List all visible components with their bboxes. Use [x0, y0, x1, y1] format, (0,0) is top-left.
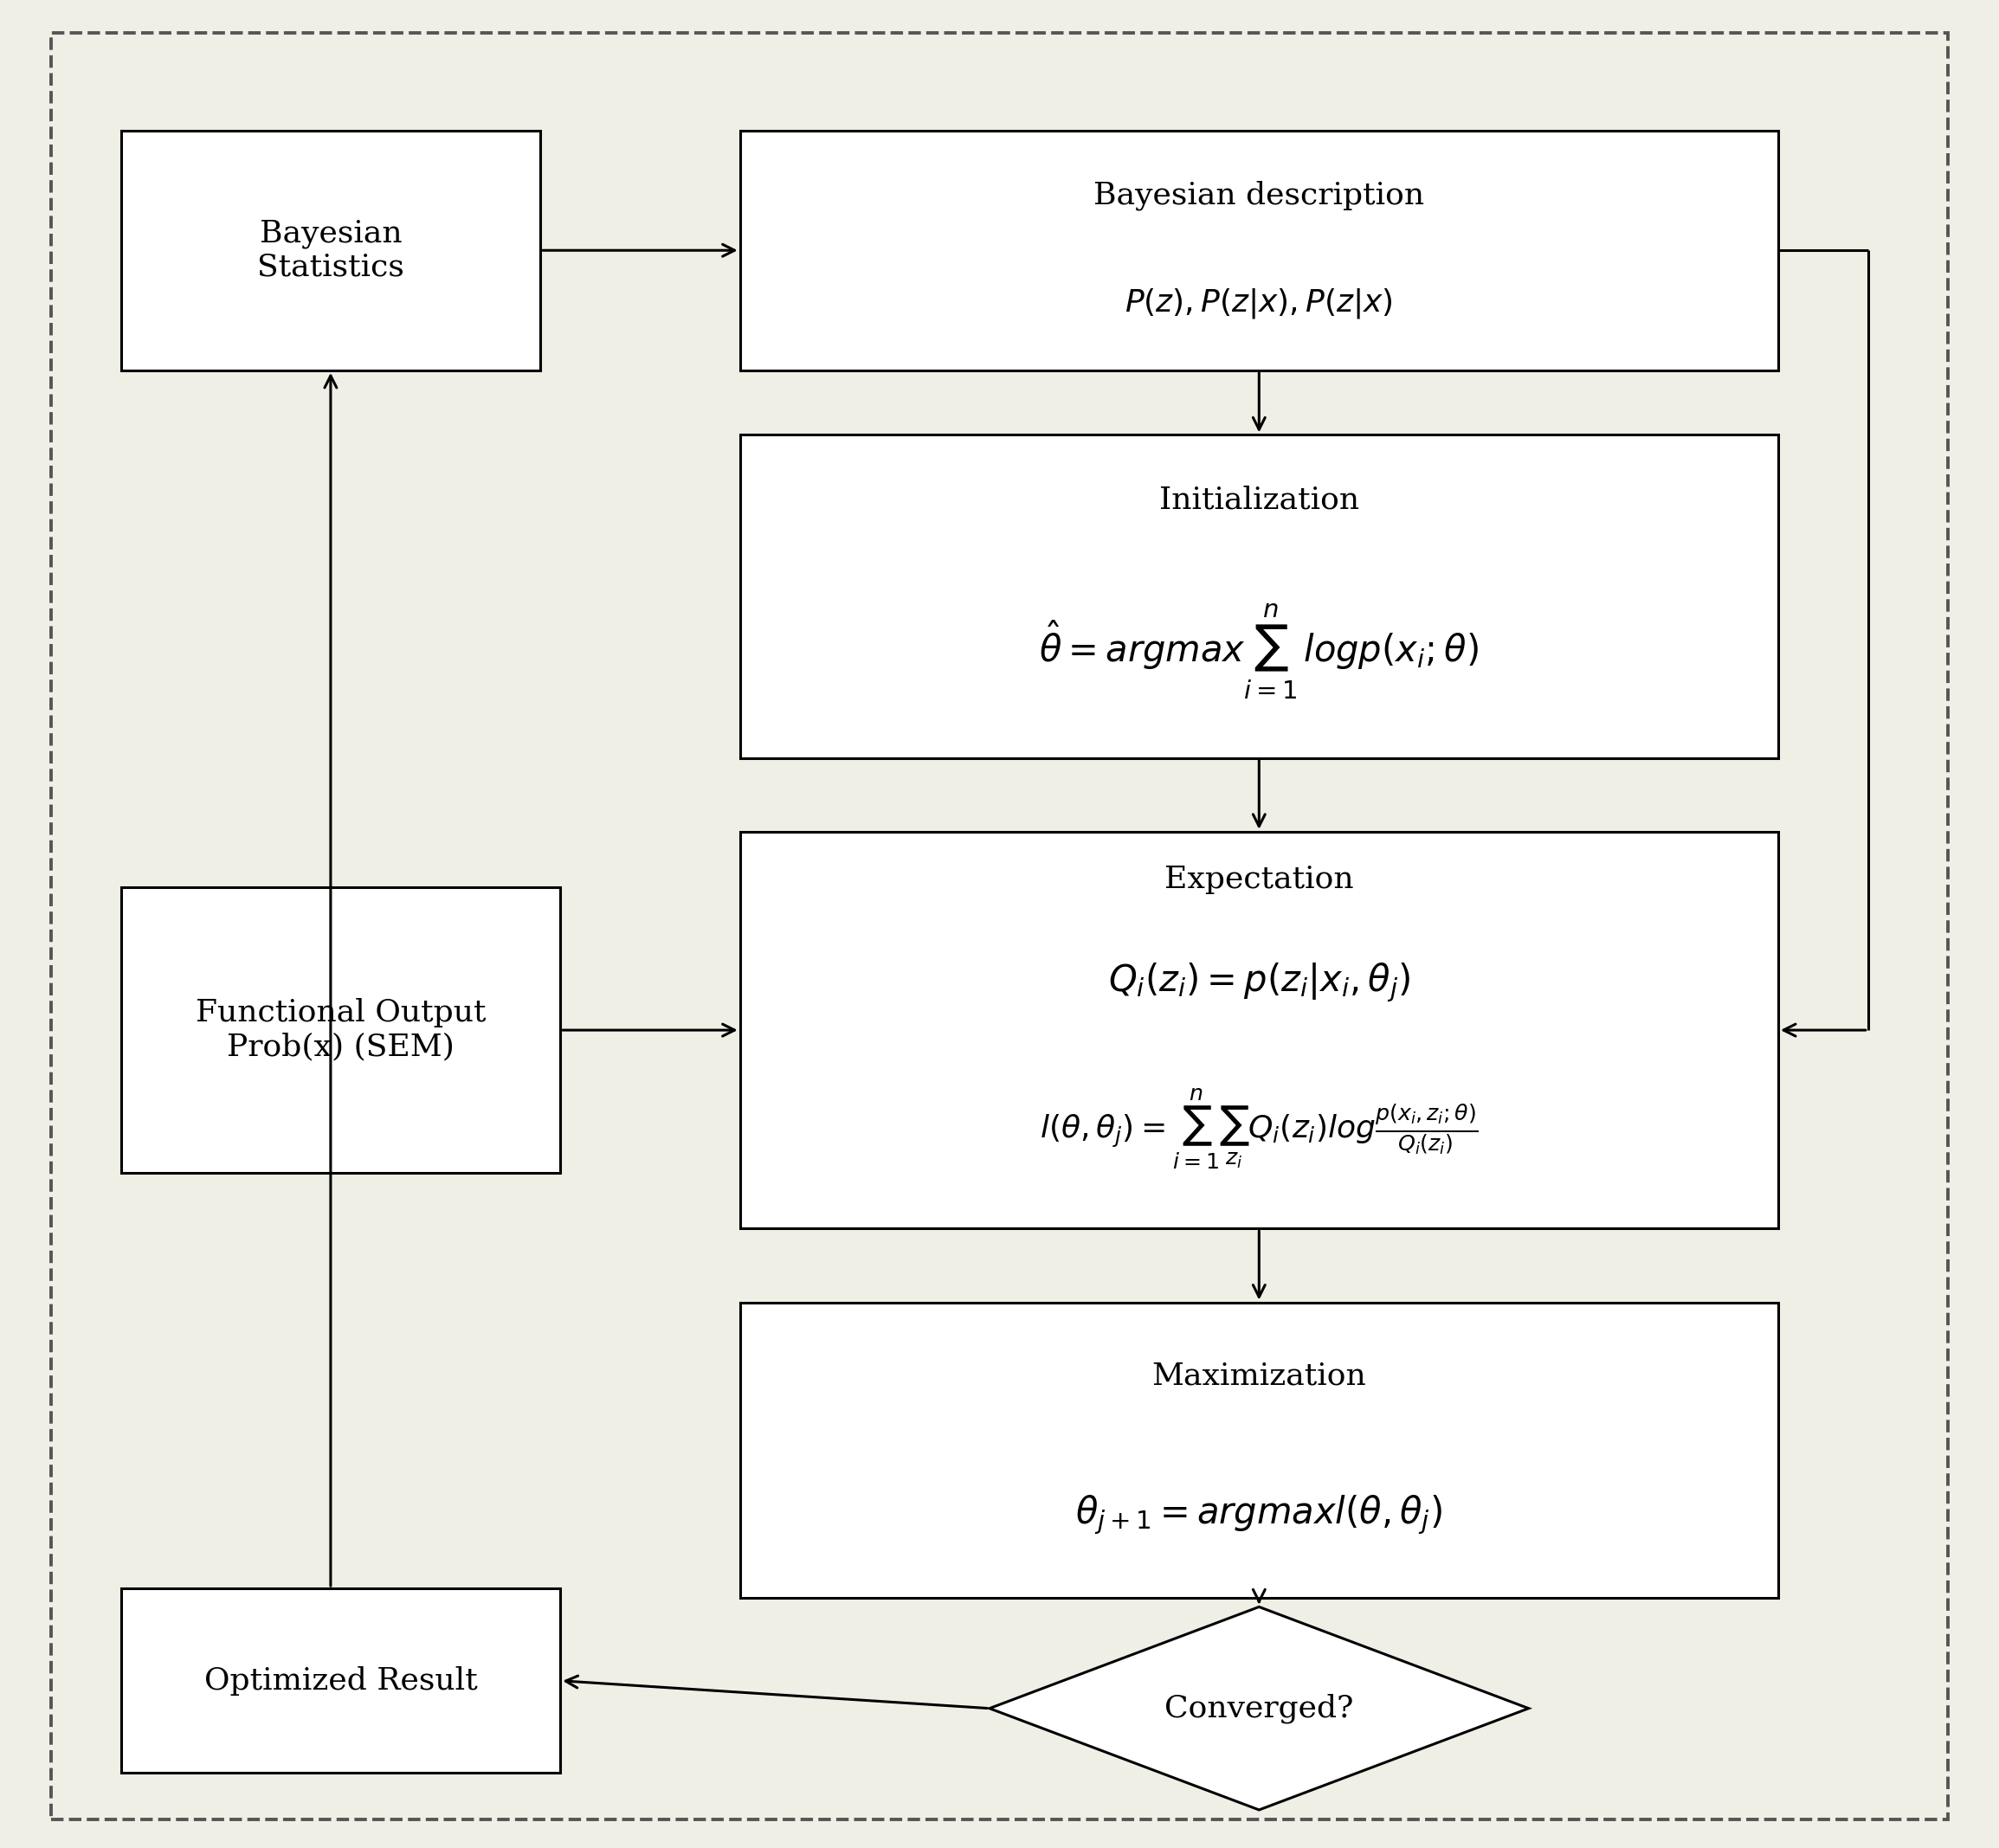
Bar — [740, 1303, 1779, 1599]
Bar — [122, 1589, 560, 1772]
Text: $l(\theta,\theta_j) = \sum_{i=1}^{n}\sum_{z_i} Q_i(z_i)log\frac{p(x_i,z_i;\theta: $l(\theta,\theta_j) = \sum_{i=1}^{n}\sum… — [1039, 1087, 1477, 1172]
Bar — [740, 434, 1779, 758]
Text: Bayesian description: Bayesian description — [1093, 181, 1425, 211]
Text: Initialization: Initialization — [1159, 484, 1359, 514]
Text: $\hat{\theta} = argmax \sum_{i=1}^{n}\, logp(x_i;\theta)$: $\hat{\theta} = argmax \sum_{i=1}^{n}\, … — [1039, 602, 1479, 700]
Bar — [740, 832, 1779, 1229]
Text: Functional Output
Prob(x) (SEM): Functional Output Prob(x) (SEM) — [196, 998, 486, 1063]
Bar — [122, 887, 560, 1173]
Text: Optimized Result: Optimized Result — [204, 1667, 478, 1695]
Text: Converged?: Converged? — [1165, 1693, 1353, 1724]
Polygon shape — [990, 1608, 1529, 1809]
Bar — [122, 131, 540, 370]
Bar — [740, 131, 1779, 370]
Text: $\theta_{j+1} = argmaxl(\theta, \theta_j)$: $\theta_{j+1} = argmaxl(\theta, \theta_j… — [1075, 1493, 1443, 1536]
Text: Expectation: Expectation — [1165, 865, 1353, 894]
Text: Bayesian
Statistics: Bayesian Statistics — [258, 218, 404, 283]
Text: $Q_i(z_i) = p(z_i|x_i, \theta_j)$: $Q_i(z_i) = p(z_i|x_i, \theta_j)$ — [1107, 961, 1409, 1003]
Text: Maximization: Maximization — [1151, 1362, 1365, 1392]
Text: $P(z), P(z|x), P(z|x)$: $P(z), P(z|x), P(z|x)$ — [1125, 286, 1393, 320]
